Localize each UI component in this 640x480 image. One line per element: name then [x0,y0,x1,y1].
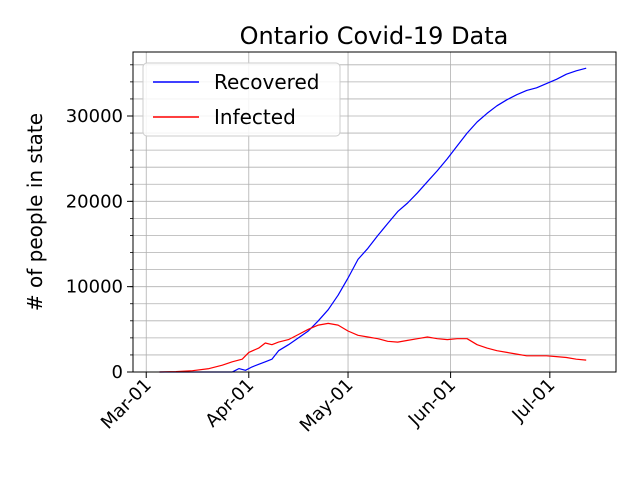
series-lines [159,67,587,373]
y-tick-label: 0 [112,362,123,383]
plot-frame [132,51,617,373]
y-tick-label: 30000 [66,106,123,127]
y-axis: 0 10000 20000 30000 [66,106,133,383]
gridlines [133,52,616,373]
legend-label-infected: Infected [214,105,296,129]
chart-title: Ontario Covid-19 Data [240,22,509,50]
series-line-infected [159,322,587,373]
y-tick-label: 10000 [66,277,123,298]
y-tick-label: 20000 [66,191,123,212]
y-axis-label: # of people in state [23,113,47,311]
legend-label-recovered: Recovered [214,70,319,94]
series-line-recovered [159,67,587,373]
legend: Recovered Infected [142,62,341,137]
